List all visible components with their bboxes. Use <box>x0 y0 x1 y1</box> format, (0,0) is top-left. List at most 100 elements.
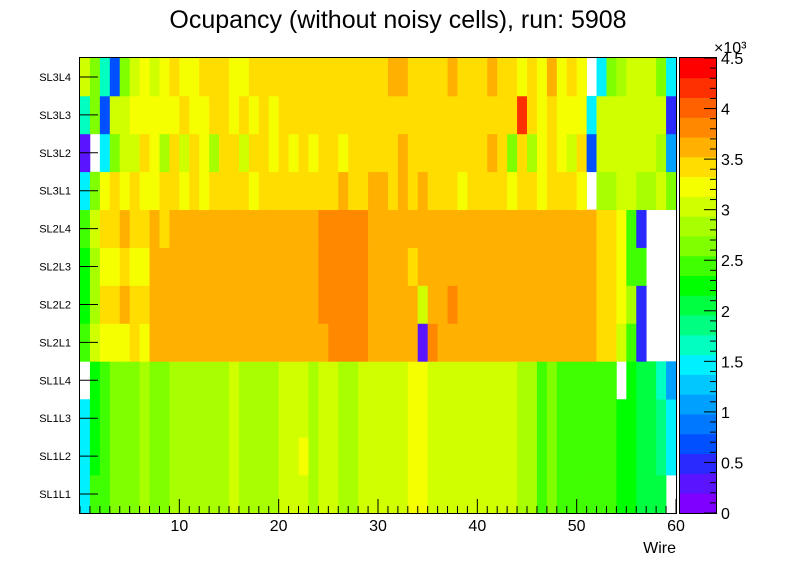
heatmap-cell-SL1L1-wire-54 <box>606 475 617 514</box>
heatmap-cell-SL2L1-wire-3 <box>99 323 111 362</box>
color-scale-step <box>680 334 716 356</box>
heatmap-cell-SL1L4-wire-4 <box>109 361 121 400</box>
heatmap-cell-SL2L4-wire-33 <box>397 209 409 248</box>
heatmap-cell-SL1L2-wire-35 <box>417 437 429 476</box>
heatmap-cell-SL3L4-wire-11 <box>179 58 190 97</box>
heatmap-cell-SL3L4-wire-10 <box>169 58 180 97</box>
heatmap-cell-SL1L4-wire-40 <box>467 361 478 400</box>
heatmap-cell-SL3L1-wire-8 <box>149 171 160 211</box>
heatmap-cell-SL3L1-wire-7 <box>139 171 150 211</box>
heatmap-cell-SL3L3-wire-37 <box>437 95 448 135</box>
heatmap-cell-SL3L1-wire-58 <box>646 171 657 211</box>
heatmap-cell-SL2L3-wire-26 <box>328 247 339 286</box>
color-scale-step <box>680 156 716 178</box>
heatmap-cell-SL2L1-wire-47 <box>536 323 548 362</box>
color-scale-tick-label: 2.5 <box>721 253 743 270</box>
heatmap-cell-SL3L1-wire-43 <box>497 171 508 211</box>
heatmap-cell-SL2L3-wire-19 <box>258 247 270 286</box>
heatmap-cell-SL3L4-wire-49 <box>556 58 568 97</box>
heatmap-cell-SL2L3-wire-50 <box>566 247 578 286</box>
heatmap-cell-SL3L2-wire-20 <box>268 133 280 173</box>
heatmap-cell-SL2L4-wire-19 <box>258 209 270 248</box>
heatmap-cell-SL1L1-wire-9 <box>159 475 170 514</box>
heatmap-cell-SL3L4-wire-30 <box>368 58 379 97</box>
heatmap-cell-SL1L1-wire-20 <box>268 475 280 514</box>
heatmap-cell-SL3L2-wire-37 <box>437 133 448 173</box>
heatmap-cell-SL2L1-wire-43 <box>497 323 508 362</box>
heatmap-cell-SL1L4-wire-44 <box>507 361 518 400</box>
heatmap-cell-SL1L1-wire-15 <box>219 475 230 514</box>
heatmap-cell-SL1L4-wire-50 <box>566 361 578 400</box>
heatmap-cell-SL1L3-wire-41 <box>477 399 488 438</box>
heatmap-cell-SL3L2-wire-27 <box>338 133 349 173</box>
heatmap-cell-SL1L1-wire-38 <box>447 475 458 514</box>
heatmap-cell-SL1L1-wire-26 <box>328 475 339 514</box>
heatmap-cell-SL3L1-wire-44 <box>507 171 518 211</box>
heatmap-cell-SL3L2-wire-34 <box>407 133 419 173</box>
heatmap-cell-SL1L1-wire-3 <box>99 475 111 514</box>
x-tick-label: 40 <box>468 518 486 535</box>
heatmap-cell-SL2L2-wire-39 <box>457 285 468 324</box>
heatmap-cell-SL1L4-wire-41 <box>477 361 488 400</box>
heatmap-cell-SL3L3-wire-41 <box>477 95 488 135</box>
heatmap-cell-SL2L1-wire-36 <box>427 323 438 362</box>
heatmap-cell-SL1L4-wire-36 <box>427 361 438 400</box>
color-scale-step <box>680 315 716 336</box>
heatmap-cell-SL2L1-wire-12 <box>189 323 200 362</box>
heatmap-cell-SL1L2-wire-16 <box>229 437 240 476</box>
heatmap-cell-SL1L1-wire-21 <box>278 475 289 514</box>
heatmap-cell-SL3L2-wire-54 <box>606 133 617 173</box>
heatmap-cell-SL1L3-wire-10 <box>169 399 180 438</box>
heatmap-cell-SL2L3-wire-35 <box>417 247 429 286</box>
heatmap-cell-SL2L2-wire-33 <box>397 285 409 324</box>
heatmap-cell-SL1L4-wire-13 <box>199 361 210 400</box>
heatmap-cell-SL3L3-wire-56 <box>626 95 637 135</box>
heatmap-cell-SL1L2-wire-24 <box>308 437 319 476</box>
heatmap-cell-SL1L2-wire-32 <box>387 437 399 476</box>
heatmap-cell-SL1L4-wire-35 <box>417 361 429 400</box>
heatmap-cell-SL3L4-wire-35 <box>417 58 429 97</box>
heatmap-cell-SL1L3-wire-31 <box>378 399 389 438</box>
heatmap-cell-SL2L4-wire-32 <box>387 209 399 248</box>
heatmap-cell-SL2L3-wire-34 <box>407 247 419 286</box>
heatmap-cell-SL2L1-wire-44 <box>507 323 518 362</box>
y-tick-label: SL3L1 <box>39 186 71 198</box>
color-scale-step <box>680 295 716 316</box>
color-scale-bar: 0 0.5 1 1.5 2 2.5 3 3.5 4 4.5 <box>679 51 743 523</box>
heatmap-cell-SL1L3-wire-46 <box>527 399 538 438</box>
heatmap-cell-SL3L3-wire-12 <box>189 95 200 135</box>
heatmap-cell-SL1L3-wire-60 <box>666 399 677 438</box>
heatmap-cell-SL3L4-wire-24 <box>308 58 319 97</box>
heatmap-cell-SL1L4-wire-12 <box>189 361 200 400</box>
heatmap-cell-SL3L1-wire-50 <box>566 171 578 211</box>
heatmap-cell-SL2L1-wire-55 <box>616 323 627 362</box>
heatmap-cell-SL1L1-wire-11 <box>179 475 190 514</box>
heatmap-cell-SL2L2-wire-3 <box>99 285 111 324</box>
heatmap-cell-SL1L3-wire-25 <box>318 399 329 438</box>
heatmap-cell-SL1L2-wire-20 <box>268 437 280 476</box>
heatmap-cell-SL2L2-wire-22 <box>288 285 299 324</box>
heatmap-cell-SL1L2-wire-57 <box>636 437 647 476</box>
heatmap-cell-SL1L3-wire-49 <box>556 399 568 438</box>
heatmap-cell-SL3L3-wire-11 <box>179 95 190 135</box>
heatmap-cell-SL1L3-wire-30 <box>368 399 379 438</box>
heatmap-cell-SL3L2-wire-35 <box>417 133 429 173</box>
color-scale-step <box>680 77 716 98</box>
heatmap-cell-SL1L3-wire-5 <box>119 399 131 438</box>
heatmap-cell-SL1L1-wire-10 <box>169 475 180 514</box>
heatmap-cell-SL2L3-wire-12 <box>189 247 200 286</box>
heatmap-cell-SL2L4-wire-44 <box>507 209 518 248</box>
heatmap-cell-SL3L4-wire-50 <box>566 58 578 97</box>
heatmap-cell-SL1L3-wire-32 <box>387 399 399 438</box>
heatmap-cell-SL2L4-wire-45 <box>517 209 528 248</box>
heatmap-cell-SL1L4-wire-17 <box>238 361 250 400</box>
heatmap-cell-SL1L2-wire-4 <box>109 437 121 476</box>
heatmap-cell-SL3L3-wire-24 <box>308 95 319 135</box>
heatmap-cell-SL2L2-wire-51 <box>576 285 587 324</box>
heatmap-cell-SL3L3-wire-23 <box>298 95 309 135</box>
heatmap-cell-SL1L4-wire-6 <box>129 361 140 400</box>
heatmap-cell-SL3L3-wire-13 <box>199 95 210 135</box>
color-scale-tick-label: 4.5 <box>721 51 743 68</box>
heatmap-cell-SL2L4-wire-42 <box>487 209 498 248</box>
heatmap-cell-SL3L2-wire-18 <box>248 133 260 173</box>
